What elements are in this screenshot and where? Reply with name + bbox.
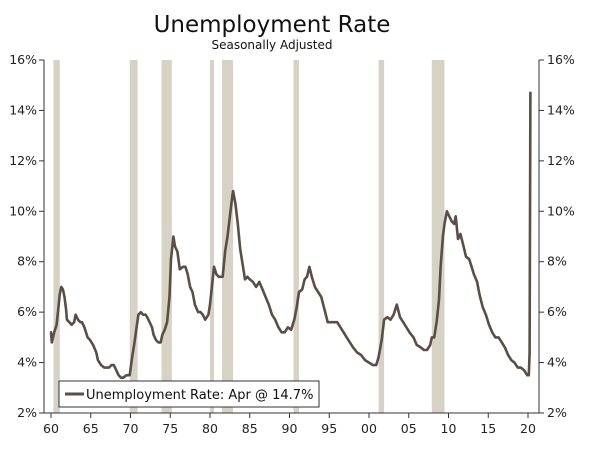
- legend: Unemployment Rate: Apr @ 14.7%: [58, 380, 320, 408]
- y-tick-label-left: 16%: [9, 52, 37, 67]
- recession-band: [129, 60, 138, 413]
- x-tick-label: 80: [202, 421, 218, 436]
- x-tick-label: 95: [321, 421, 337, 436]
- x-tick-label: 65: [83, 421, 99, 436]
- y-tick-label-right: 6%: [547, 304, 567, 319]
- x-tick-label: 70: [123, 421, 139, 436]
- axes: 2% 2% 4% 4% 6% 6% 8% 8% 10% 10% 12% 12% 14% 14% 16% 16%…: [9, 52, 575, 436]
- y-tick-label-right: 16%: [547, 52, 575, 67]
- y-tick-label-left: 4%: [17, 355, 37, 370]
- legend-box: [58, 380, 320, 408]
- x-tick-label: 85: [242, 421, 258, 436]
- y-tick-label-right: 10%: [547, 203, 575, 218]
- recession-band: [293, 60, 300, 413]
- x-tick-label: 00: [361, 421, 377, 436]
- legend-label: Unemployment Rate: Apr @ 14.7%: [86, 388, 313, 403]
- x-tick-label: 10: [441, 421, 457, 436]
- y-tick-label-left: 6%: [17, 304, 37, 319]
- recession-band: [210, 60, 214, 413]
- x-tick-label: 05: [401, 421, 417, 436]
- x-tick-label: 20: [520, 421, 536, 436]
- y-tick-label-right: 8%: [547, 254, 567, 269]
- recession-band: [378, 60, 385, 413]
- y-tick-label-right: 2%: [547, 405, 567, 420]
- series-line: [49, 91, 532, 380]
- recession-band: [161, 60, 172, 413]
- y-tick-label-left: 2%: [17, 405, 37, 420]
- chart-subtitle: Seasonally Adjusted: [211, 38, 332, 52]
- x-tick-label: 60: [43, 421, 59, 436]
- x-tick-label: 75: [162, 421, 178, 436]
- recession-bands: [53, 60, 445, 413]
- x-tick-label: 90: [282, 421, 298, 436]
- y-tick-label-left: 12%: [9, 153, 37, 168]
- chart-title: Unemployment Rate: [154, 12, 391, 38]
- recession-band: [53, 60, 60, 413]
- y-tick-label-left: 8%: [17, 254, 37, 269]
- y-tick-label-right: 12%: [547, 153, 575, 168]
- y-tick-label-right: 4%: [547, 355, 567, 370]
- x-tick-label: 15: [480, 421, 496, 436]
- y-tick-label-right: 14%: [547, 102, 575, 117]
- y-tick-label-left: 10%: [9, 203, 37, 218]
- y-tick-label-left: 14%: [9, 102, 37, 117]
- series-lines: [49, 91, 532, 380]
